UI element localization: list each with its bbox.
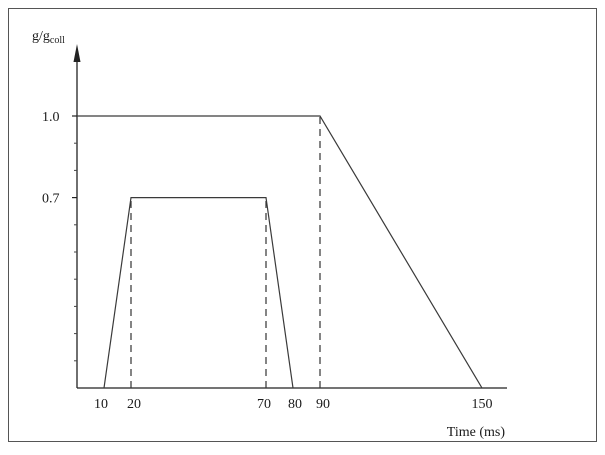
x-axis-label: Time (ms) — [447, 425, 506, 440]
y-tick-label-0-7: 0.7 — [42, 192, 60, 207]
y-tick-labels: 1.0 0.7 — [42, 110, 60, 207]
series-lines — [77, 115, 483, 389]
figure-border — [8, 8, 597, 442]
y-tick-marks — [72, 115, 77, 362]
x-tick-label-20: 20 — [127, 397, 141, 412]
x-tick-label-90: 90 — [316, 397, 330, 412]
y-axis-arrow-icon — [73, 44, 81, 62]
x-tick-label-70: 70 — [257, 397, 271, 412]
x-tick-label-10: 10 — [94, 397, 108, 412]
series-line-1 — [77, 115, 483, 389]
y-tick-label-1-0: 1.0 — [42, 110, 60, 125]
y-axis — [73, 44, 81, 388]
x-tick-label-80: 80 — [288, 397, 302, 412]
y-axis-label: g/gcoll — [32, 29, 65, 46]
reference-lines — [130, 116, 321, 388]
x-tick-label-150: 150 — [472, 397, 493, 412]
series-line-0 — [103, 197, 294, 389]
x-tick-labels: 10 20 70 80 90 150 — [94, 397, 493, 412]
